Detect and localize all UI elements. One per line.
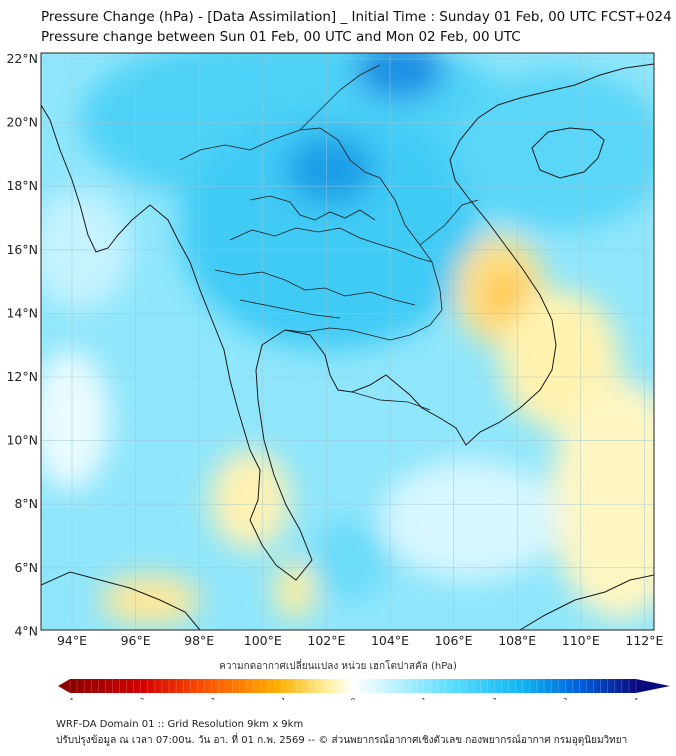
latitude-label: 18°N [6,178,38,193]
map-graticule [41,53,654,630]
longitude-label: 100°E [244,633,282,648]
latitude-labels: 22°N 20°N 18°N 16°N 14°N 12°N 10°N 8°N 6°N 4°N [6,51,38,638]
longitude-label: 112°E [625,633,663,648]
map-title: Pressure Change (hPa) - [Data Assimilati… [41,9,672,25]
latitude-label: 6°N [14,560,38,575]
footer-credit: ปรับปรุงข้อมูล ณ เวลา 07:00น. วัน อา. ที… [56,735,628,746]
colorbar-tick-label: -1 [279,697,286,700]
latitude-label: 10°N [6,433,38,448]
footer-model-info: WRF-DA Domain 01 :: Grid Resolution 9km … [56,719,304,730]
longitude-label: 98°E [184,633,214,648]
latitude-label: 14°N [6,305,38,320]
colorbar-tick-label: -4 [67,697,75,700]
colorbar-max-arrow [636,679,670,693]
colorbar-gradient [70,679,636,693]
colorbar-title: ความกดอากาศเปลี่ยนแปลง หน่วย เฮกโตปาสคัล… [219,661,457,672]
pressure-field [41,53,654,630]
latitude-label: 8°N [14,496,38,511]
coastlines [41,63,654,630]
longitude-label: 96°E [121,633,151,648]
colorbar-min-arrow [58,679,70,693]
longitude-label: 94°E [57,633,87,648]
longitude-label: 108°E [498,633,536,648]
latitude-label: 4°N [14,623,38,638]
country-boundaries [179,64,479,411]
map-frame [40,52,655,631]
latitude-label: 22°N [6,51,38,66]
colorbar-tick-label: 1 [422,697,426,700]
longitude-labels: 94°E 96°E 98°E 100°E 102°E 104°E 106°E 108°E 110… [57,633,664,648]
latitude-label: 20°N [6,115,38,130]
colorbar-tick-label: 2 [492,697,496,700]
map-subtitle: Pressure change between Sun 01 Feb, 00 U… [41,29,521,45]
colorbar-tick-label: 0 [351,697,355,700]
latitude-label: 12°N [6,369,38,384]
colorbar-tick-label: 3 [563,697,567,700]
longitude-label: 104°E [371,633,409,648]
colorbar-tick-label: 4 [634,697,639,700]
latitude-label: 16°N [6,242,38,257]
colorbar-tick-label: -2 [208,697,215,700]
pressure-change-map: 22°N 20°N 18°N 16°N 14°N 12°N 10°N 8°N 6°N 4°N 94… [6,51,670,700]
longitude-label: 110°E [562,633,600,648]
colorbar: -4 -3 -2 -1 0 1 2 3 4 [58,679,670,700]
longitude-label: 102°E [307,633,345,648]
colorbar-ticks: -4 -3 -2 -1 0 1 2 3 4 [67,679,639,700]
longitude-label: 106°E [435,633,473,648]
colorbar-tick-label: -3 [137,697,144,700]
